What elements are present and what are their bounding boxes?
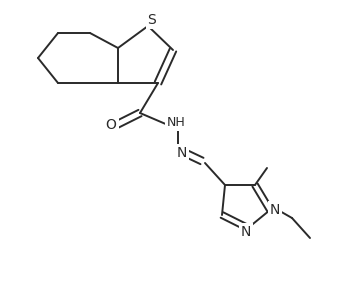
Text: N: N	[270, 203, 280, 217]
Text: N: N	[241, 225, 251, 239]
Text: S: S	[148, 13, 156, 27]
Text: NH: NH	[167, 117, 185, 130]
Text: O: O	[105, 118, 116, 132]
Text: N: N	[177, 146, 187, 160]
